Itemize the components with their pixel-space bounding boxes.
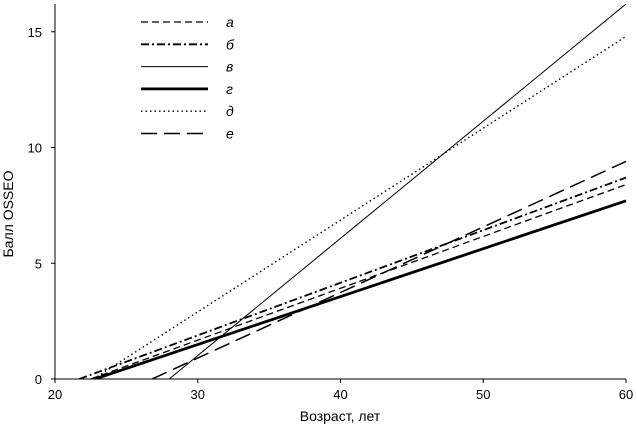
x-tick-label-2: 40 <box>333 387 347 402</box>
legend-label-0: а <box>226 14 234 30</box>
series-line-1 <box>78 176 627 379</box>
x-tick-label-4: 60 <box>619 387 633 402</box>
legend-label-2: в <box>226 59 233 75</box>
series-line-3 <box>94 199 627 379</box>
x-tick-label-0: 20 <box>48 387 62 402</box>
series-line-4 <box>93 35 627 379</box>
y-tick-label-0: 0 <box>35 372 42 387</box>
y-tick-label-3: 15 <box>28 25 42 40</box>
legend-label-5: е <box>226 126 234 142</box>
legend-label-1: б <box>226 36 235 52</box>
x-tick-label-1: 30 <box>191 387 205 402</box>
x-tick-label-3: 50 <box>476 387 490 402</box>
series-line-5 <box>151 160 627 379</box>
y-tick-label-1: 5 <box>35 256 42 271</box>
y-tick-label-2: 10 <box>28 141 42 156</box>
y-axis-label: Балл OSSEO <box>0 170 16 257</box>
x-axis-label: Возраст, лет <box>300 408 381 424</box>
legend-label-4: д <box>226 103 234 119</box>
series-line-2 <box>168 4 627 379</box>
legend-label-3: г <box>226 81 233 97</box>
series-line-0 <box>90 183 627 379</box>
